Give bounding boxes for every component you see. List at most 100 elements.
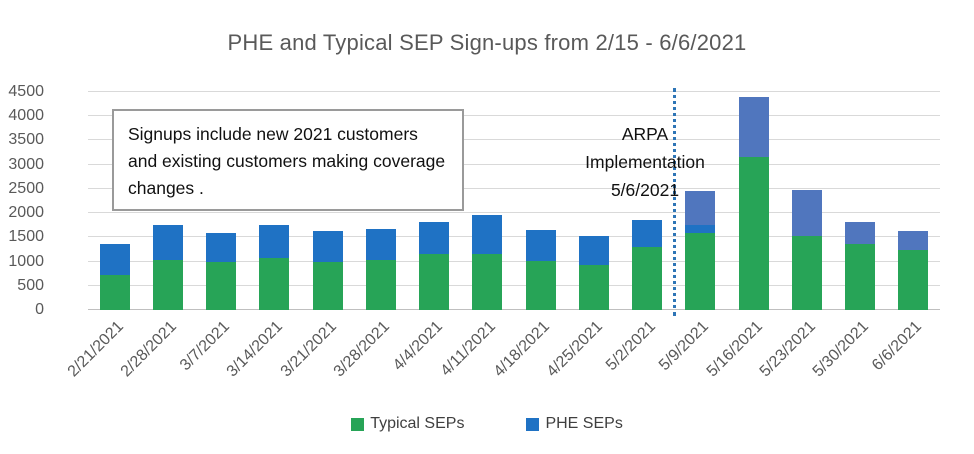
bar-segment-typical-seps-3/14/2021[interactable] [259, 258, 290, 310]
x-axis-label-4/25/2021: 4/25/2021 [543, 318, 606, 381]
bar-segment-phe-seps-4/25/2021[interactable] [578, 235, 609, 265]
stacked-bar-2/21/2021[interactable] [99, 244, 130, 310]
bar-segment-typical-seps-5/2/2021[interactable] [632, 247, 663, 310]
bar-segment-phe-seps-2/21/2021[interactable] [99, 244, 130, 276]
stacked-bar-5/2/2021[interactable] [632, 219, 663, 310]
bar-slot-5/30/2021 [834, 92, 887, 310]
bar-segment-phe-seps-5/2/2021[interactable] [632, 219, 663, 248]
bar-slot-5/23/2021 [780, 92, 833, 310]
bar-segment-typical-seps-2/28/2021[interactable] [152, 260, 183, 310]
arpa-line-1: ARPA [621, 124, 669, 144]
x-axis-label-3/14/2021: 3/14/2021 [224, 318, 287, 381]
gridline-2500 [88, 187, 940, 189]
y-axis-tick-1500: 1500 [8, 228, 44, 246]
bar-slot-3/7/2021 [195, 92, 248, 310]
bar-slot-6/6/2021 [887, 92, 940, 310]
bar-segment-phe-seps-3/7/2021[interactable] [206, 233, 237, 262]
arpa-annotation: ARPA Implementation 5/6/2021 [549, 120, 741, 204]
bar-slot-5/2/2021 [621, 92, 674, 310]
bar-segment-phe-seps-3/28/2021[interactable] [365, 229, 396, 260]
legend-swatch-icon [526, 417, 540, 431]
gridline-3500 [88, 139, 940, 141]
x-axis-label-2/28/2021: 2/28/2021 [117, 318, 180, 381]
bar-segment-phe-seps-5/9/2021[interactable] [685, 190, 716, 225]
y-axis-tick-2500: 2500 [8, 179, 44, 197]
gridline-4000 [88, 115, 940, 117]
bar-segment-phe-seps-2/28/2021[interactable] [152, 225, 183, 261]
bar-segment-phe-seps-4/11/2021[interactable] [472, 214, 503, 254]
legend-item-phe-seps[interactable]: PHE SEPs [526, 415, 623, 433]
x-axis-label-3/28/2021: 3/28/2021 [330, 318, 393, 381]
y-axis-tick-500: 500 [17, 276, 44, 294]
bar-segment-typical-seps-4/11/2021[interactable] [472, 253, 503, 310]
x-axis-label-5/30/2021: 5/30/2021 [809, 318, 873, 381]
bar-segment-typical-seps-3/21/2021[interactable] [312, 261, 343, 310]
legend-label: PHE SEPs [545, 415, 623, 432]
bar-segment-typical-seps-4/18/2021[interactable] [525, 261, 556, 310]
bar-segment-typical-seps-5/23/2021[interactable] [791, 235, 822, 310]
bar-slot-3/14/2021 [248, 92, 301, 310]
stacked-bar-5/23/2021[interactable] [791, 189, 822, 310]
bar-segment-phe-seps-4/18/2021[interactable] [525, 230, 556, 262]
bar-segment-phe-seps-5/9/2021[interactable] [685, 224, 716, 233]
bar-segment-typical-seps-5/30/2021[interactable] [845, 243, 876, 310]
bar-slot-2/28/2021 [141, 92, 194, 310]
bar-segment-typical-seps-6/6/2021[interactable] [898, 250, 929, 310]
bar-segment-typical-seps-4/4/2021[interactable] [419, 254, 450, 310]
stacked-bar-4/4/2021[interactable] [419, 221, 450, 310]
x-axis-label-5/2/2021: 5/2/2021 [603, 318, 660, 375]
stacked-bar-4/11/2021[interactable] [472, 214, 503, 310]
bar-slot-5/16/2021 [727, 92, 780, 310]
x-axis-label-4/11/2021: 4/11/2021 [437, 318, 500, 380]
stacked-bar-5/16/2021[interactable] [738, 96, 769, 310]
stacked-bar-6/6/2021[interactable] [898, 230, 929, 310]
bar-segment-phe-seps-4/4/2021[interactable] [419, 221, 450, 255]
y-axis-tick-4000: 4000 [8, 107, 44, 125]
stacked-bar-4/18/2021[interactable] [525, 230, 556, 310]
annotation-box: Signups include new 2021 customers and e… [112, 109, 464, 211]
gridline-0 [88, 309, 940, 310]
bar-segment-typical-seps-5/16/2021[interactable] [738, 157, 769, 310]
x-axis-label-5/16/2021: 5/16/2021 [703, 318, 766, 381]
bar-segment-phe-seps-5/23/2021[interactable] [791, 189, 822, 236]
bar-slot-4/11/2021 [461, 92, 514, 310]
legend-label: Typical SEPs [370, 415, 465, 432]
bar-segment-phe-seps-3/21/2021[interactable] [312, 230, 343, 262]
bar-slot-4/4/2021 [408, 92, 461, 310]
x-axis-label-5/23/2021: 5/23/2021 [756, 318, 819, 381]
x-axis-label-4/18/2021: 4/18/2021 [490, 318, 553, 381]
arpa-divider-dotted-line [673, 88, 676, 316]
bar-segment-typical-seps-3/7/2021[interactable] [206, 261, 237, 310]
bar-segment-typical-seps-3/28/2021[interactable] [365, 259, 396, 310]
x-axis-label-3/21/2021: 3/21/2021 [277, 318, 340, 381]
gridline-1000 [88, 260, 940, 262]
stacked-bar-5/9/2021[interactable] [685, 190, 716, 310]
bar-segment-phe-seps-6/6/2021[interactable] [898, 230, 929, 251]
gridline-3000 [88, 163, 940, 165]
stacked-bar-5/30/2021[interactable] [845, 222, 876, 310]
legend-item-typical-seps[interactable]: Typical SEPs [351, 415, 464, 433]
bar-segment-phe-seps-5/30/2021[interactable] [845, 222, 876, 244]
bar-segment-phe-seps-3/14/2021[interactable] [259, 224, 290, 259]
stacked-bar-3/7/2021[interactable] [206, 233, 237, 310]
y-axis-tick-4500: 4500 [8, 83, 44, 100]
bar-segment-typical-seps-5/9/2021[interactable] [685, 232, 716, 310]
stacked-bar-2/28/2021[interactable] [152, 225, 183, 310]
stacked-bar-3/21/2021[interactable] [312, 230, 343, 310]
x-axis-label-2/21/2021: 2/21/2021 [64, 318, 127, 381]
y-axis-tick-3500: 3500 [8, 131, 44, 149]
chart-legend: Typical SEPs PHE SEPs [0, 415, 974, 433]
legend-swatch-icon [351, 417, 365, 431]
stacked-bar-4/25/2021[interactable] [578, 235, 609, 310]
annotation-text: Signups include new 2021 customers and e… [128, 124, 446, 199]
gridline-500 [88, 284, 940, 286]
chart-title: PHE and Typical SEP Sign-ups from 2/15 -… [227, 30, 747, 55]
stacked-bar-3/14/2021[interactable] [259, 224, 290, 310]
x-axis-label-6/6/2021: 6/6/2021 [869, 318, 926, 375]
bar-segment-phe-seps-5/16/2021[interactable] [738, 96, 769, 158]
y-axis-tick-2000: 2000 [8, 204, 44, 222]
stacked-bar-3/28/2021[interactable] [365, 229, 396, 310]
bar-segment-typical-seps-4/25/2021[interactable] [578, 264, 609, 310]
bar-segment-typical-seps-2/21/2021[interactable] [99, 275, 130, 310]
